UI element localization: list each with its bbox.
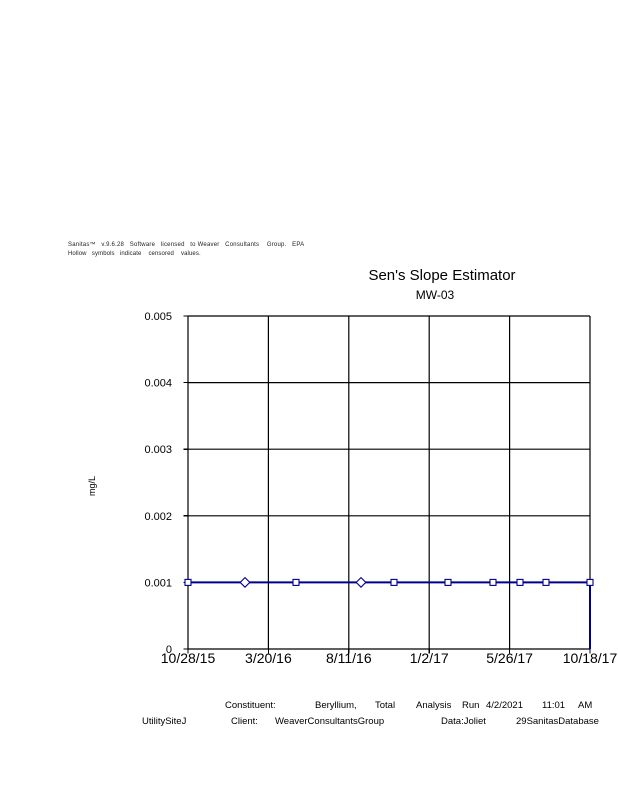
svg-text:0.004: 0.004	[144, 378, 172, 390]
svg-text:mg/L: mg/L	[87, 476, 97, 496]
svg-text:0.003: 0.003	[144, 444, 172, 456]
svg-text:0.005: 0.005	[144, 311, 172, 323]
svg-text:1/2/17: 1/2/17	[410, 650, 449, 666]
svg-text:8/11/16: 8/11/16	[326, 650, 372, 666]
svg-text:0.001: 0.001	[144, 577, 172, 589]
svg-text:3/20/16: 3/20/16	[245, 650, 292, 666]
svg-text:0.002: 0.002	[144, 511, 172, 523]
svg-text:5/26/17: 5/26/17	[486, 650, 533, 666]
svg-text:10/28/15: 10/28/15	[161, 650, 216, 666]
svg-text:10/18/17: 10/18/17	[563, 650, 618, 666]
